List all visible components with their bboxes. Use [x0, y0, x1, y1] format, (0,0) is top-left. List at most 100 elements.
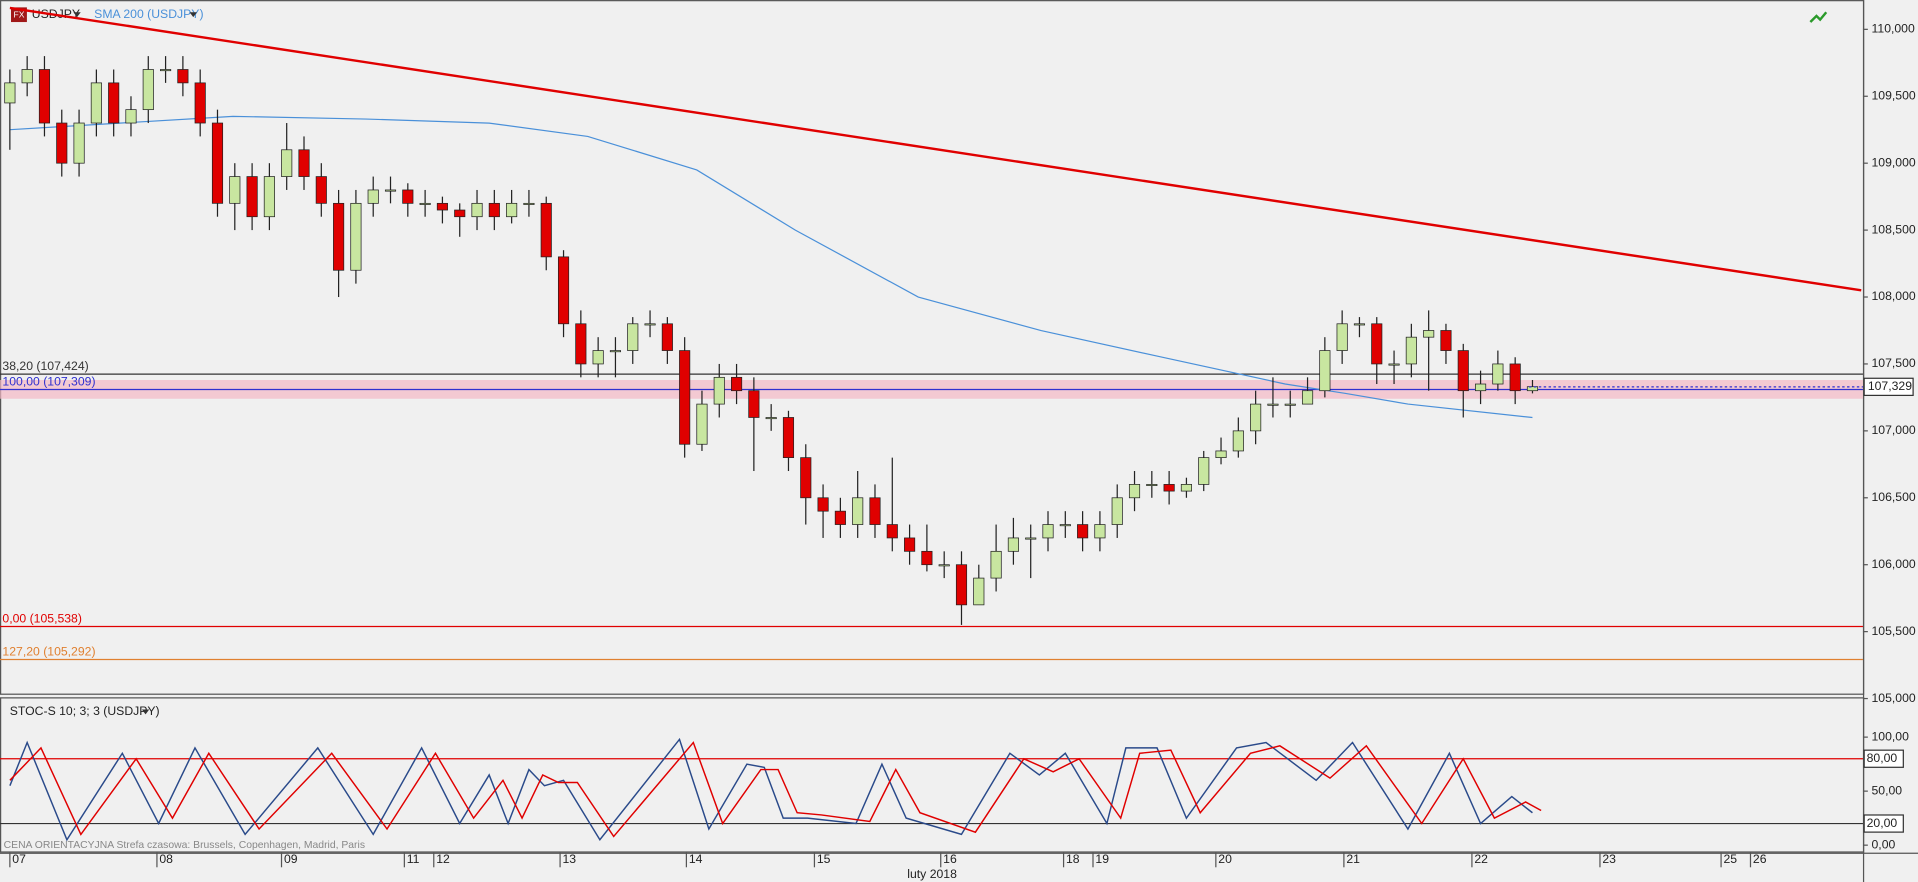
candle-body [869, 497, 881, 525]
candle-body [1180, 484, 1192, 492]
candle-body [1215, 450, 1227, 458]
y-tick-label: 109,500 [1872, 88, 1916, 102]
candle-body [990, 550, 1002, 579]
x-tick-label: 25 [1724, 852, 1738, 866]
candle-body [973, 577, 985, 606]
candle-body [315, 176, 327, 204]
candle-body [1353, 323, 1366, 326]
candle-body [1423, 330, 1435, 338]
badge-text: FX [13, 10, 24, 20]
x-tick-label: 08 [159, 852, 173, 866]
candle-body [142, 69, 154, 111]
candle-body [1371, 323, 1383, 365]
candle-body [1042, 524, 1054, 539]
x-tick-label: 14 [689, 852, 703, 866]
stoch-line [9, 741, 1542, 838]
candle-body [1336, 323, 1348, 351]
x-tick-label: 16 [943, 852, 957, 866]
candle-body [281, 149, 293, 177]
x-tick-label: 22 [1474, 852, 1488, 866]
sma-line [9, 115, 1533, 419]
candle-body [1059, 524, 1071, 527]
candle-body [679, 350, 691, 445]
candle-body [1128, 484, 1141, 499]
dropdown-icon[interactable] [189, 12, 197, 18]
stoch-title[interactable]: STOC-S 10; 3; 3 (USDJPY) [10, 704, 160, 718]
level-label: 80,00 [1867, 751, 1898, 765]
candle-body [1198, 457, 1210, 485]
candle-body [921, 550, 933, 566]
x-tick-label: 11 [407, 852, 420, 866]
candle-body [852, 497, 864, 525]
candle-body [817, 497, 829, 512]
y-tick-label: 100,00 [1872, 729, 1910, 743]
candle-body [834, 510, 846, 525]
candle-body [523, 202, 535, 205]
candle-body [609, 350, 622, 353]
last-price-label: 107,329 [1868, 379, 1912, 393]
dropdown-icon[interactable] [73, 12, 81, 18]
candle-body [21, 69, 33, 84]
x-tick-label: 20 [1218, 852, 1232, 866]
candle-body [1077, 524, 1089, 539]
y-tick-label: 108,500 [1872, 222, 1916, 236]
candle-body [1232, 430, 1244, 452]
candle-body [1163, 484, 1175, 492]
candle-body [1388, 363, 1400, 366]
candle-body [904, 537, 916, 552]
candle-body [886, 524, 898, 539]
candle-body [263, 176, 275, 218]
dropdown-icon[interactable] [141, 709, 150, 715]
candle-body [211, 122, 224, 204]
candle-body [592, 350, 604, 365]
y-tick-label: 107,000 [1872, 423, 1916, 437]
candle-body [1319, 350, 1331, 392]
y-tick-label: 0,00 [1872, 837, 1896, 851]
candle-body [350, 202, 362, 271]
y-tick-label: 50,00 [1872, 783, 1903, 797]
candle-body [419, 202, 431, 205]
x-tick-label: 26 [1753, 852, 1767, 866]
trendline [9, 6, 1862, 292]
candle-body [1405, 336, 1417, 365]
trend-icon[interactable] [1809, 11, 1828, 23]
candle-body [177, 69, 189, 84]
level-label: 100,00 (107,309) [2, 374, 95, 388]
candle-body [1475, 383, 1487, 392]
level-label: 0,00 (105,538) [2, 611, 81, 625]
candle-body [1146, 484, 1158, 486]
candle-body [1440, 330, 1452, 351]
candle-body [1526, 386, 1539, 392]
candle-body [73, 122, 85, 164]
y-tick-label: 110,000 [1872, 22, 1915, 36]
candle-body [1025, 537, 1037, 540]
level-label: 38,20 (107,424) [2, 359, 88, 373]
x-tick-label: 23 [1602, 852, 1616, 866]
candle-body [644, 323, 656, 326]
candle-body [800, 457, 812, 499]
stoch-line [9, 737, 1533, 842]
y-tick-label: 105,500 [1872, 624, 1916, 638]
candle-body [56, 122, 68, 164]
level-box [1863, 749, 1904, 768]
indicator-title[interactable]: SMA 200 (USDJPY) [94, 7, 203, 21]
y-tick-label: 108,000 [1872, 289, 1916, 303]
candle-body [194, 82, 206, 124]
candle-body [731, 376, 743, 392]
candle-body [627, 323, 639, 351]
candle-body [782, 417, 795, 458]
candle-body [765, 417, 777, 420]
candle-body [575, 323, 587, 365]
level-box [1863, 814, 1904, 833]
level-label: 20,00 [1867, 816, 1898, 830]
y-tick-label: 106,000 [1872, 557, 1916, 571]
candle-body [488, 202, 500, 218]
candle-body [298, 149, 310, 177]
x-tick-label: 07 [12, 852, 26, 866]
candle-body [1267, 403, 1279, 406]
note: CENA ORIENTACYJNA Strefa czasowa: Brusse… [4, 840, 365, 851]
x-tick-label: 18 [1066, 852, 1080, 866]
candle-body [454, 209, 466, 218]
candle-body [1301, 390, 1314, 405]
